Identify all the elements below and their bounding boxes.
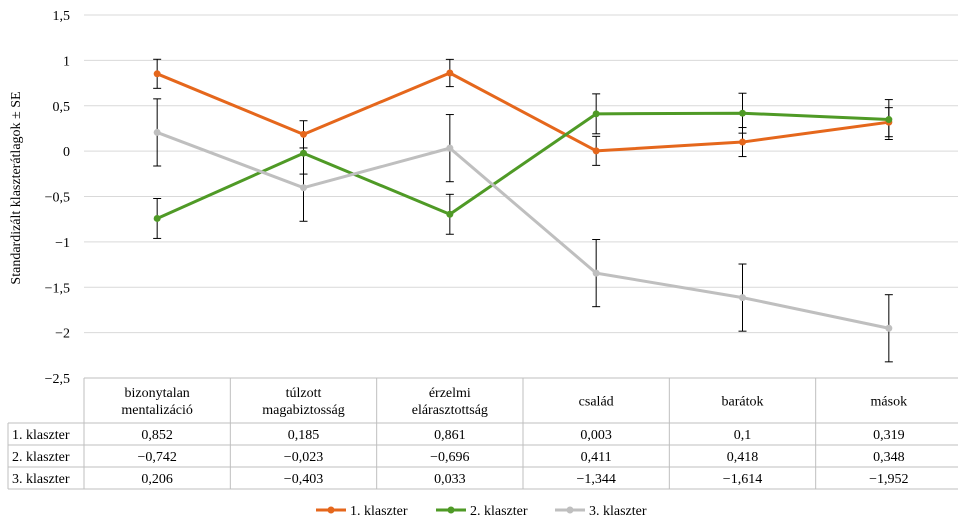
legend-marker — [566, 506, 574, 514]
data-label: 0,411 — [581, 450, 612, 465]
gridlines — [84, 14, 958, 379]
data-table: bizonytalan mentalizáció túlzott magabiztos… — [7, 377, 958, 490]
y-tick-label: −2 — [55, 327, 70, 342]
data-label: 0,185 — [288, 428, 320, 443]
y-tick-label: 1,5 — [53, 9, 71, 24]
data-point — [300, 149, 307, 157]
data-label: 0,319 — [873, 428, 905, 443]
data-label: −0,023 — [284, 450, 323, 465]
data-point — [739, 294, 746, 302]
legend-label: 3. klaszter — [589, 504, 647, 519]
legend-marker — [327, 506, 335, 514]
data-label: −1,952 — [869, 472, 908, 487]
category-label: barátok — [722, 395, 764, 410]
series-line-2 — [155, 111, 891, 220]
series-line-1 — [155, 71, 891, 153]
data-label: 0,1 — [734, 428, 752, 443]
data-label: 0,003 — [580, 428, 612, 443]
y-tick-label: −1 — [55, 236, 70, 251]
category-label: mások — [871, 395, 908, 410]
data-point — [446, 69, 454, 77]
data-label: 0,861 — [434, 428, 466, 443]
y-tick-label: 1 — [63, 54, 70, 69]
series-row-label: 3. klaszter — [12, 472, 70, 487]
data-label: −1,614 — [723, 472, 762, 487]
data-label: 0,033 — [434, 472, 466, 487]
data-label: −1,344 — [576, 472, 615, 487]
data-point — [885, 116, 893, 124]
data-label: 0,348 — [873, 450, 905, 465]
data-point — [446, 210, 454, 218]
data-point — [153, 70, 161, 78]
data-label: 0,852 — [141, 428, 173, 443]
category-label: túlzott magabiztosság — [262, 386, 344, 418]
data-point — [592, 147, 600, 155]
category-label: érzelmi elárasztottság — [412, 386, 488, 418]
legend-label: 1. klaszter — [350, 504, 408, 519]
data-point — [739, 138, 746, 146]
category-label: család — [579, 395, 614, 410]
legend-marker — [447, 506, 455, 514]
y-tick-label: 0,5 — [53, 100, 71, 115]
data-point — [153, 128, 161, 136]
y-tick-label: −0,5 — [45, 191, 70, 206]
data-point — [885, 324, 893, 332]
data-label: 0,206 — [141, 472, 173, 487]
data-point — [300, 184, 307, 192]
data-label: −0,403 — [284, 472, 323, 487]
series-lines — [155, 71, 891, 330]
y-axis-label: Standardizált klaszterátlagok ± SE — [9, 91, 24, 284]
data-label: −0,696 — [430, 450, 469, 465]
category-label: bizonytalan mentalizáció — [121, 386, 193, 418]
data-point — [592, 110, 600, 118]
data-point — [300, 130, 307, 138]
series-row-label: 2. klaszter — [12, 450, 70, 465]
data-point — [739, 109, 746, 117]
y-tick-label: −2,5 — [45, 372, 70, 387]
data-label: −0,742 — [137, 450, 176, 465]
data-label: 0,418 — [727, 450, 759, 465]
legend: 1. klaszter 2. klaszter 3. klaszter — [316, 504, 647, 519]
series-line-3 — [155, 130, 891, 330]
data-point — [153, 214, 161, 222]
data-point — [592, 269, 600, 277]
series-points — [153, 69, 893, 332]
series-row-label: 1. klaszter — [12, 428, 70, 443]
legend-label: 2. klaszter — [470, 504, 528, 519]
data-point — [446, 144, 454, 152]
y-tick-label: 0 — [63, 145, 70, 160]
y-tick-label: −1,5 — [45, 281, 70, 296]
y-axis-ticks: 1,5 1 0,5 0 −0,5 −1 −1,5 −2 −2,5 — [45, 9, 70, 387]
